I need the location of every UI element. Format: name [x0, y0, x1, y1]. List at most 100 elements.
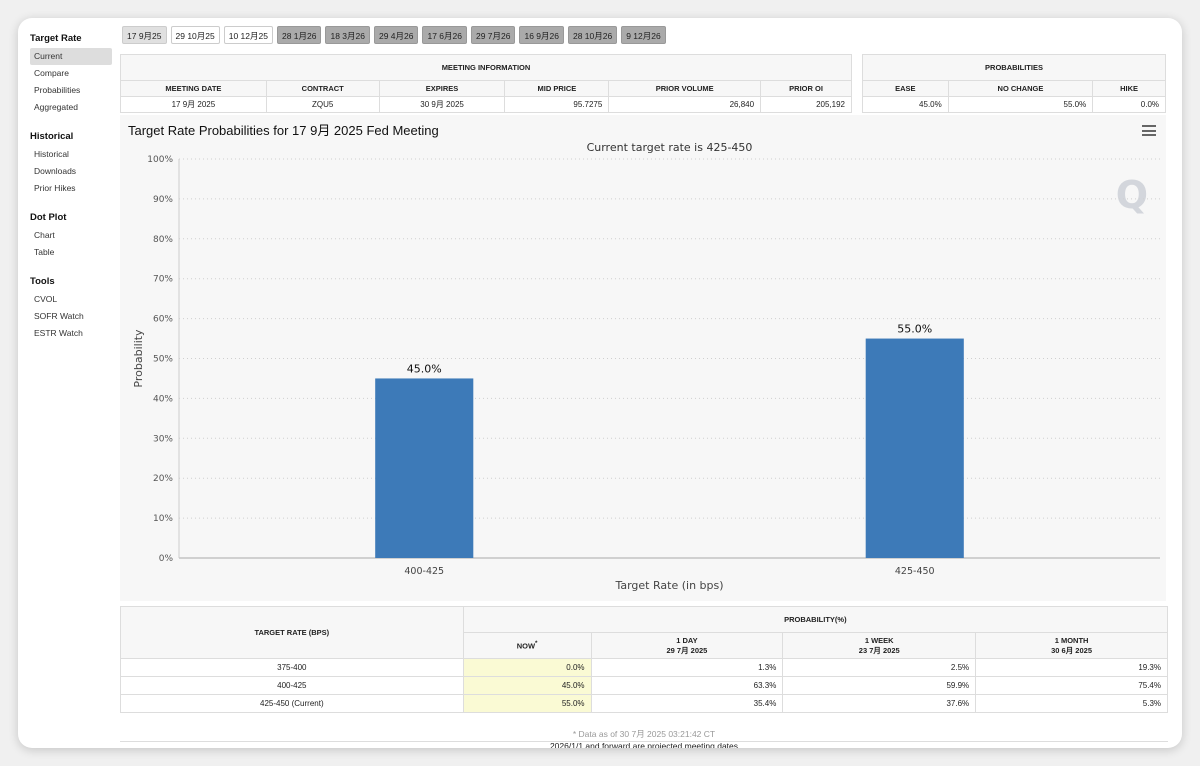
- column-header: PRIOR OI: [760, 80, 852, 97]
- value-cell: 59.9%: [782, 676, 977, 695]
- sidebar-title: Historical: [30, 131, 74, 142]
- tab-meeting[interactable]: 17 9月25: [122, 26, 167, 44]
- meeting-info-title: MEETING INFORMATION: [120, 54, 852, 81]
- sidebar-item-compare[interactable]: Compare: [34, 68, 69, 78]
- column-header-1-day: 1 DAY 29 7月 2025: [590, 632, 784, 659]
- probabilities-table: PROBABILITIES EASE NO CHANGE HIKE 45.0% …: [862, 54, 1166, 113]
- now-cell: 55.0%: [462, 694, 592, 713]
- sidebar-item-downloads[interactable]: Downloads: [34, 166, 77, 176]
- rate-cell: 375-400: [120, 658, 464, 677]
- column-header: MEETING DATE: [120, 80, 267, 97]
- sidebar-item-historical[interactable]: Historical: [34, 149, 69, 159]
- rate-cell: 400-425: [120, 676, 464, 695]
- meeting-tabs: 17 9月25 29 10月25 10 12月25 28 1月26 18 3月2…: [122, 26, 666, 44]
- value-cell: 75.4%: [975, 676, 1168, 695]
- data-label: 45.0%: [407, 362, 442, 375]
- tab-meeting[interactable]: 29 7月26: [470, 26, 516, 44]
- column-header-1-month: 1 MONTH 30 6月 2025: [975, 632, 1168, 659]
- chart-container: Target Rate Probabilities for 17 9月 2025…: [120, 115, 1166, 601]
- meeting-info-table: MEETING INFORMATION MEETING DATE CONTRAC…: [120, 54, 852, 113]
- x-tick-label: 400-425: [404, 566, 444, 577]
- hamburger-menu-icon[interactable]: [1142, 125, 1156, 136]
- column-header: NO CHANGE: [947, 80, 1094, 97]
- y-tick-label: 60%: [153, 315, 173, 325]
- prior-oi-value: 205,192: [760, 96, 852, 113]
- sidebar-title: Tools: [30, 276, 55, 287]
- bar-400-425: [375, 378, 474, 558]
- value-cell: 35.4%: [590, 694, 784, 713]
- column-header: MID PRICE: [504, 80, 610, 97]
- sidebar-item-probabilities[interactable]: Probabilities: [34, 85, 81, 95]
- tab-meeting[interactable]: 28 1月26: [276, 26, 322, 44]
- value-cell: 2.5%: [782, 658, 977, 677]
- now-cell: 45.0%: [462, 676, 592, 695]
- sidebar-item-cvol[interactable]: CVOL: [34, 294, 58, 304]
- prior-volume-value: 26,840: [608, 96, 762, 113]
- value-cell: 19.3%: [975, 658, 1168, 677]
- probability-header: PROBABILITY(%): [462, 606, 1169, 633]
- sidebar-item-chart[interactable]: Chart: [34, 230, 55, 240]
- sidebar-title: Target Rate: [30, 33, 82, 44]
- mid-price-value: 95.7275: [504, 96, 610, 113]
- y-tick-label: 40%: [153, 394, 173, 404]
- sidebar-section-historical: Historical Historical Downloads Prior Hi…: [30, 128, 112, 197]
- probability-bar-chart: Current target rate is 425-450 0% 10% 20% 30…: [132, 141, 1160, 592]
- y-tick-label: 90%: [153, 195, 173, 205]
- value-cell: 5.3%: [975, 694, 1168, 713]
- tab-meeting[interactable]: 10 12月25: [223, 26, 273, 44]
- tab-meeting[interactable]: 29 4月26: [373, 26, 419, 44]
- y-tick-label: 20%: [153, 474, 173, 484]
- y-tick-label: 0%: [159, 554, 174, 564]
- value-cell: 1.3%: [590, 658, 784, 677]
- app-frame: Target Rate Current Compare Probabilitie…: [18, 18, 1182, 748]
- sidebar-item-sofr-watch[interactable]: SOFR Watch: [34, 311, 84, 321]
- tab-meeting[interactable]: 29 10月25: [170, 26, 220, 44]
- sidebar-section-dot-plot: Dot Plot Chart Table: [30, 209, 112, 261]
- no-change-value: 55.0%: [947, 96, 1094, 113]
- sidebar-section-target-rate: Target Rate Current Compare Probabilitie…: [30, 30, 112, 116]
- chart-title: Target Rate Probabilities for 17 9月 2025…: [128, 123, 439, 138]
- probability-table: TARGET RATE (BPS) PROBABILITY(%) NOW* 1 …: [120, 606, 1169, 713]
- table-row: 375-400 0.0% 1.3% 2.5% 19.3%: [120, 658, 1168, 677]
- y-axis-title: Probability: [132, 329, 145, 388]
- sidebar-item-table[interactable]: Table: [34, 247, 55, 257]
- chart-subtitle: Current target rate is 425-450: [587, 141, 753, 154]
- sidebar-item-estr-watch[interactable]: ESTR Watch: [34, 328, 83, 338]
- tab-meeting[interactable]: 16 9月26: [519, 26, 564, 44]
- sidebar-section-tools: Tools CVOL SOFR Watch ESTR Watch: [30, 273, 112, 342]
- column-header: CONTRACT: [265, 80, 380, 97]
- hike-value: 0.0%: [1092, 96, 1166, 113]
- column-header-now: NOW*: [462, 632, 592, 659]
- y-tick-label: 70%: [153, 275, 173, 285]
- rate-cell: 425-450 (Current): [120, 694, 464, 713]
- sidebar-title: Dot Plot: [30, 212, 67, 223]
- bar-425-450: [865, 338, 964, 558]
- target-rate-header: TARGET RATE (BPS): [120, 606, 464, 659]
- contract-value: ZQU5: [265, 96, 380, 113]
- q-logo: Q: [1115, 173, 1148, 217]
- projected-dates-note: 2026/1/1 and forward are projected meeti…: [549, 741, 739, 748]
- tab-meeting[interactable]: 18 3月26: [325, 26, 370, 44]
- column-header: EASE: [862, 80, 949, 97]
- ease-value: 45.0%: [862, 96, 949, 113]
- data-timestamp-note: * Data as of 30 7月 2025 03:21:42 CT: [120, 726, 1168, 742]
- probabilities-title: PROBABILITIES: [862, 54, 1166, 81]
- tab-meeting[interactable]: 28 10月26: [567, 26, 618, 44]
- sidebar-item-current[interactable]: Current: [30, 48, 112, 65]
- y-tick-label: 30%: [153, 434, 173, 444]
- value-cell: 37.6%: [782, 694, 977, 713]
- x-axis-title: Target Rate (in bps): [614, 579, 723, 592]
- sidebar-item-aggregated[interactable]: Aggregated: [34, 102, 78, 112]
- tab-meeting[interactable]: 9 12月26: [621, 26, 666, 44]
- table-row: 425-450 (Current) 55.0% 35.4% 37.6% 5.3%: [120, 694, 1168, 713]
- now-cell: 0.0%: [462, 658, 592, 677]
- sidebar-item-prior-hikes[interactable]: Prior Hikes: [34, 183, 76, 193]
- column-header: HIKE: [1092, 80, 1166, 97]
- y-tick-label: 50%: [153, 355, 173, 365]
- expires-value: 30 9月 2025: [378, 96, 506, 113]
- y-tick-label: 100%: [147, 155, 173, 165]
- column-header: PRIOR VOLUME: [608, 80, 762, 97]
- y-tick-label: 80%: [153, 235, 173, 245]
- tab-meeting[interactable]: 17 6月26: [422, 26, 467, 44]
- column-header-1-week: 1 WEEK 23 7月 2025: [782, 632, 977, 659]
